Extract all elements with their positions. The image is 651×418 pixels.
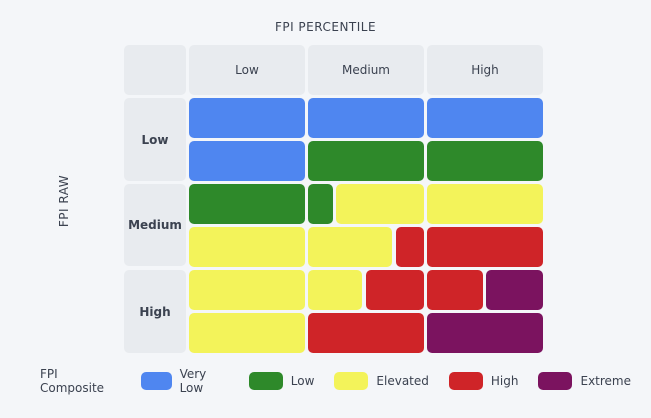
legend-swatch — [140, 372, 172, 390]
matrix-cell-high — [308, 313, 424, 353]
matrix-cell-elevated — [189, 313, 305, 353]
legend-label: Very Low — [179, 367, 207, 395]
matrix-cell-extreme — [486, 270, 543, 310]
legend-item-low: Low — [248, 372, 335, 390]
matrix-cell-high — [427, 270, 483, 310]
matrix-cell-low — [308, 141, 424, 181]
legend-swatch — [538, 372, 573, 390]
legend-item-high: High — [448, 372, 539, 390]
legend-item-very-low: Very Low — [140, 367, 249, 395]
legend-title: FPI Composite — [40, 367, 105, 395]
matrix-cell-very-low — [308, 98, 424, 138]
legend-swatch — [334, 372, 369, 390]
matrix-cell-elevated — [308, 227, 392, 267]
matrix-cell-elevated — [189, 227, 305, 267]
matrix-cell-elevated — [308, 270, 362, 310]
legend-label: Extreme — [580, 374, 631, 388]
corner-cell — [124, 45, 186, 95]
legend: FPI Composite Very Low Low Elevated High… — [40, 367, 651, 395]
legend-label: Low — [290, 374, 315, 388]
legend-swatch — [448, 372, 483, 390]
x-axis-title: FPI PERCENTILE — [274, 20, 377, 34]
row-header-medium: Medium — [124, 184, 186, 266]
matrix-cell-high — [427, 227, 543, 267]
row-header-low: Low — [124, 98, 186, 181]
legend-label: Elevated — [376, 374, 429, 388]
row-header-high: High — [124, 270, 186, 353]
matrix-cell-very-low — [427, 98, 543, 138]
matrix-cell-very-low — [189, 98, 305, 138]
matrix-cell-elevated — [427, 184, 543, 224]
legend-item-extreme: Extreme — [538, 372, 651, 390]
column-header-medium: Medium — [308, 45, 424, 95]
matrix-cell-low — [189, 184, 305, 224]
matrix-cell-low — [308, 184, 333, 224]
legend-label: High — [490, 374, 519, 388]
legend-swatch — [248, 372, 283, 390]
column-header-low: Low — [189, 45, 305, 95]
matrix-cell-very-low — [189, 141, 305, 181]
matrix-cell-high — [366, 270, 424, 310]
legend-item-elevated: Elevated — [334, 372, 448, 390]
matrix-cell-elevated — [189, 270, 305, 310]
matrix-cell-high — [396, 227, 424, 267]
column-header-high: High — [427, 45, 543, 95]
matrix-cell-low — [427, 141, 543, 181]
matrix-cell-elevated — [336, 184, 424, 224]
matrix-cell-extreme — [427, 313, 543, 353]
y-axis-title: FPI RAW — [57, 174, 71, 228]
